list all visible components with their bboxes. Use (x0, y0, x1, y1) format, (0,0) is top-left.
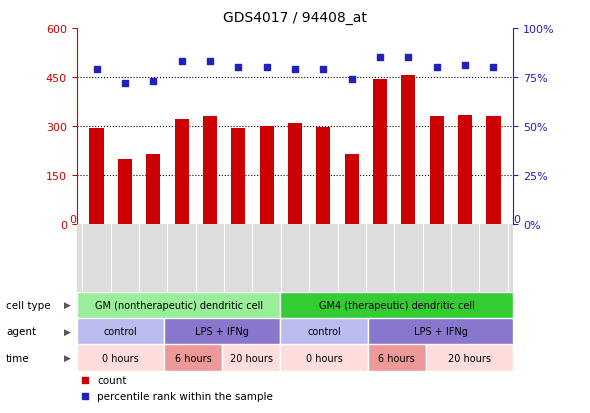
Point (319, 66, 328, 73)
Bar (77, 318, 164, 344)
Bar (146, 154, 160, 224)
Point (149, 78, 158, 85)
Text: percentile rank within the sample: percentile rank within the sample (97, 391, 273, 401)
Bar (203, 117, 217, 224)
Point (205, 59, 215, 65)
Bar (280, 344, 368, 371)
Point (92, 66, 101, 73)
Text: 20 hours: 20 hours (448, 353, 491, 363)
Bar (486, 117, 500, 224)
Bar (288, 123, 302, 224)
Point (120, 80, 130, 87)
Bar (345, 154, 359, 224)
Point (489, 65, 498, 71)
Text: ▶: ▶ (64, 327, 71, 336)
Point (290, 66, 300, 73)
Point (432, 65, 441, 71)
Bar (222, 344, 280, 371)
Point (460, 63, 470, 69)
Bar (458, 115, 472, 224)
Bar (280, 318, 368, 344)
Text: 0 hours: 0 hours (306, 353, 342, 363)
Point (177, 59, 186, 65)
Text: 20 hours: 20 hours (230, 353, 273, 363)
Bar (426, 344, 513, 371)
Point (234, 65, 243, 71)
Text: 6 hours: 6 hours (175, 353, 211, 363)
Bar (118, 159, 132, 224)
Point (375, 55, 385, 62)
Text: cell type: cell type (6, 300, 51, 310)
Text: 6 hours: 6 hours (379, 353, 415, 363)
Bar (231, 128, 245, 224)
Bar (164, 344, 222, 371)
Bar (77, 292, 280, 318)
Text: LPS + IFNg: LPS + IFNg (414, 326, 467, 337)
Bar (164, 318, 280, 344)
Text: LPS + IFNg: LPS + IFNg (195, 326, 249, 337)
Bar (77, 344, 164, 371)
Text: control: control (103, 326, 137, 337)
Bar (280, 292, 513, 318)
Bar (260, 127, 274, 224)
Text: control: control (307, 326, 341, 337)
Point (81, 377, 90, 384)
Text: agent: agent (6, 326, 36, 337)
Title: GDS4017 / 94408_at: GDS4017 / 94408_at (223, 11, 367, 25)
Bar (90, 128, 104, 224)
Text: 0: 0 (513, 214, 520, 224)
Text: ▶: ▶ (64, 301, 71, 310)
Point (262, 65, 271, 71)
Text: 0: 0 (70, 214, 77, 224)
Text: ▶: ▶ (64, 353, 71, 362)
Text: 0 hours: 0 hours (102, 353, 139, 363)
Bar (316, 127, 330, 224)
Bar (175, 120, 189, 224)
Text: GM (nontherapeutic) dendritic cell: GM (nontherapeutic) dendritic cell (94, 300, 263, 310)
Point (404, 55, 413, 62)
Bar (430, 117, 444, 224)
Bar (368, 344, 426, 371)
Text: time: time (6, 353, 30, 363)
Bar (401, 76, 415, 224)
Text: count: count (97, 375, 127, 385)
Point (81, 393, 90, 400)
Bar (368, 318, 513, 344)
Bar (373, 79, 387, 224)
Text: GM4 (therapeutic) dendritic cell: GM4 (therapeutic) dendritic cell (319, 300, 475, 310)
Point (347, 76, 356, 83)
